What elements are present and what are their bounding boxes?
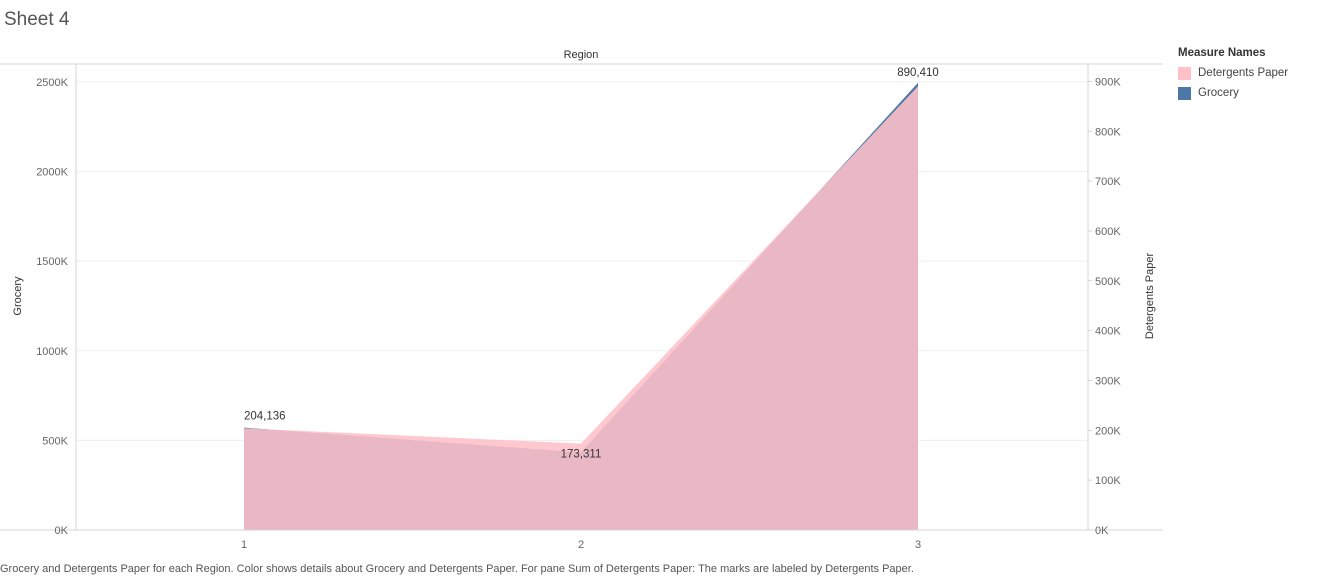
x-axis-ticks: 1 2 3 (241, 539, 921, 551)
legend: Measure Names Detergents Paper Grocery (1178, 47, 1288, 103)
left-tick-label: 0K (55, 525, 69, 537)
data-label: 890,410 (897, 67, 939, 79)
data-label: 204,136 (244, 410, 286, 422)
chart-frame (0, 63, 1163, 531)
right-tick-label: 900K (1095, 76, 1121, 88)
sheet-title: Sheet 4 (4, 9, 70, 30)
left-tick-label: 2500K (36, 77, 68, 89)
right-tick-label: 800K (1095, 126, 1121, 138)
x-tick-label: 1 (241, 539, 247, 551)
x-axis-title: Region (564, 49, 599, 61)
right-tick-label: 300K (1095, 375, 1121, 387)
right-tick-label: 500K (1095, 276, 1121, 288)
right-axis-ticks: 0K 100K 200K 300K 400K 500K 600K 700K 800K 900K (1088, 76, 1121, 537)
right-tick-label: 600K (1095, 226, 1121, 238)
left-tick-label: 500K (42, 435, 68, 447)
legend-title: Measure Names (1178, 47, 1266, 59)
legend-swatch (1178, 66, 1191, 80)
right-axis-title: Detergents Paper (1144, 253, 1156, 340)
right-tick-label: 400K (1095, 326, 1121, 338)
right-tick-label: 0K (1095, 525, 1109, 537)
legend-item-detergents-paper[interactable]: Detergents Paper (1178, 63, 1288, 83)
left-tick-label: 1500K (36, 256, 68, 268)
left-axis-ticks: 0K 500K 1000K 1500K 2000K 2500K (36, 77, 68, 537)
data-label: 173,311 (561, 449, 602, 461)
left-axis-title: Grocery (12, 276, 24, 316)
right-tick-label: 100K (1095, 475, 1121, 487)
left-tick-label: 1000K (36, 346, 68, 358)
x-tick-label: 3 (915, 539, 921, 551)
data-labels: 204,136 173,311 890,410 (244, 67, 939, 460)
legend-label: Detergents Paper (1198, 67, 1289, 79)
area-detergents-paper (244, 86, 918, 531)
caption: Grocery and Detergents Paper for each Re… (0, 563, 914, 575)
right-tick-label: 700K (1095, 176, 1121, 188)
x-tick-label: 2 (578, 539, 584, 551)
left-tick-label: 2000K (36, 167, 68, 179)
legend-label: Grocery (1198, 87, 1239, 99)
legend-swatch (1178, 86, 1191, 100)
right-tick-label: 200K (1095, 425, 1121, 437)
legend-item-grocery[interactable]: Grocery (1178, 83, 1288, 103)
areas (244, 82, 918, 531)
